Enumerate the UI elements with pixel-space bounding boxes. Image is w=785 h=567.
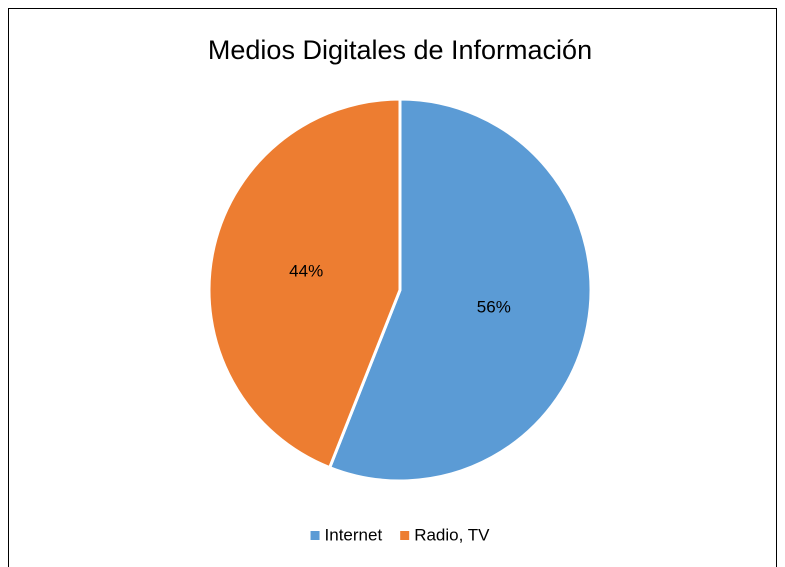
legend-label: Internet — [325, 525, 383, 544]
legend-swatch — [310, 531, 320, 540]
data-label: 44% — [289, 262, 323, 281]
data-label: 56% — [477, 297, 511, 316]
pie-slice — [327, 97, 593, 483]
chart-title: Medios Digitales de Información — [208, 35, 592, 65]
pie-slice — [207, 97, 402, 470]
legend-swatch — [400, 531, 410, 540]
legend-label: Radio, TV — [414, 525, 490, 544]
